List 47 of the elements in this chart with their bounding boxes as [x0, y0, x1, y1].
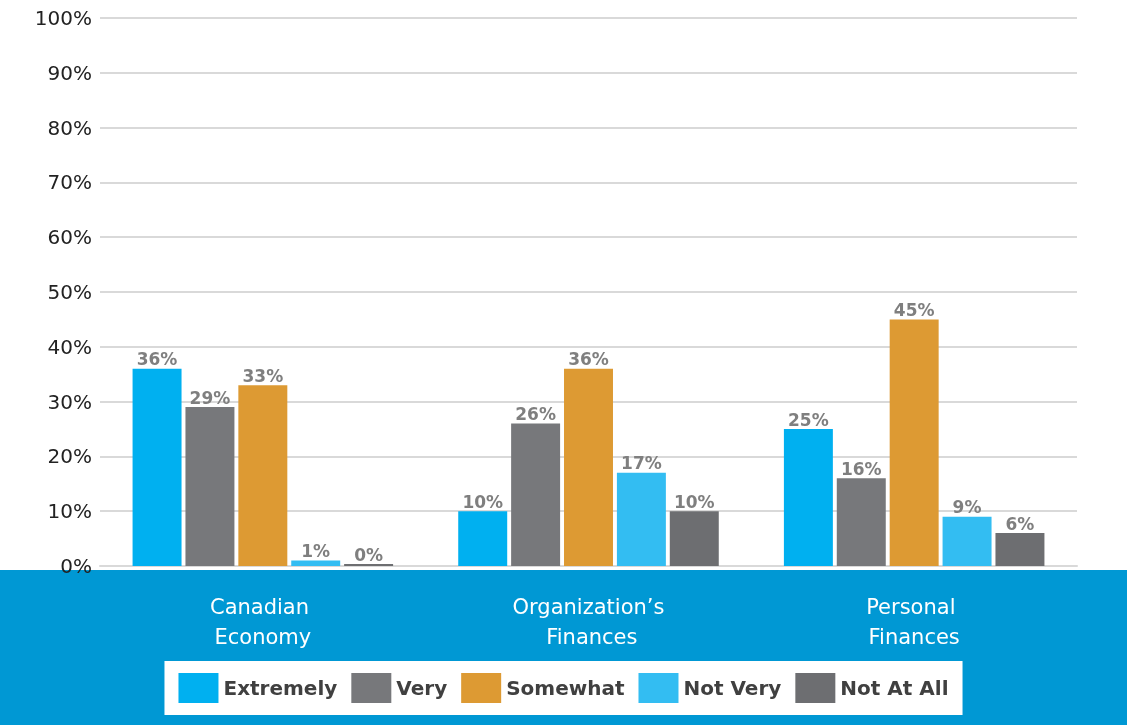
data-label: 16%: [840, 458, 882, 479]
bar: [458, 511, 508, 566]
x-tick-label: Canadian Economy: [209, 595, 316, 649]
bar: [132, 368, 182, 566]
y-tick-label: 90%: [47, 60, 92, 85]
data-label: 17%: [621, 453, 662, 474]
data-label: 45%: [893, 299, 935, 320]
y-tick-label: 10%: [47, 499, 92, 524]
y-tick-label: 40%: [47, 334, 92, 359]
x-tick-label: Personal Finances: [866, 595, 963, 649]
legend-label: Extremely: [223, 676, 338, 700]
bar: [942, 516, 992, 566]
legend-label: Not At All: [840, 676, 949, 700]
y-tick-label: 70%: [47, 170, 92, 195]
bar: [616, 472, 666, 566]
data-label: 9%: [952, 497, 982, 518]
data-label: 6%: [1005, 513, 1035, 534]
y-tick-label: 30%: [47, 389, 92, 414]
bar: [564, 368, 613, 566]
bar: [185, 407, 235, 566]
y-tick-label: 80%: [47, 115, 92, 140]
x-tick-label: Organization’s Finances: [512, 595, 665, 649]
data-label: 33%: [242, 365, 284, 386]
bar: [889, 319, 939, 566]
data-label: 36%: [568, 349, 609, 370]
y-tick-label: 100%: [34, 6, 92, 30]
data-label: 10%: [462, 491, 504, 512]
legend-label: Not Very: [683, 676, 782, 700]
y-tick-label: 60%: [47, 225, 92, 250]
data-label: 0%: [354, 544, 384, 565]
data-label: 25%: [788, 409, 829, 430]
bar: [836, 478, 886, 566]
legend-label: Very: [396, 676, 448, 700]
data-label: 26%: [515, 404, 556, 425]
legend-label: Somewhat: [506, 676, 625, 700]
y-tick-label: 20%: [47, 444, 92, 469]
data-label: 1%: [301, 541, 331, 562]
bar: [995, 533, 1045, 566]
y-tick-label: 50%: [47, 280, 92, 304]
bar: [291, 560, 341, 566]
bar: [783, 429, 833, 566]
data-label: 29%: [189, 387, 231, 408]
bar: [238, 385, 288, 566]
data-label: 10%: [673, 491, 715, 512]
data-label: 36%: [136, 349, 178, 370]
bar: [669, 511, 719, 566]
bar: [511, 423, 561, 566]
